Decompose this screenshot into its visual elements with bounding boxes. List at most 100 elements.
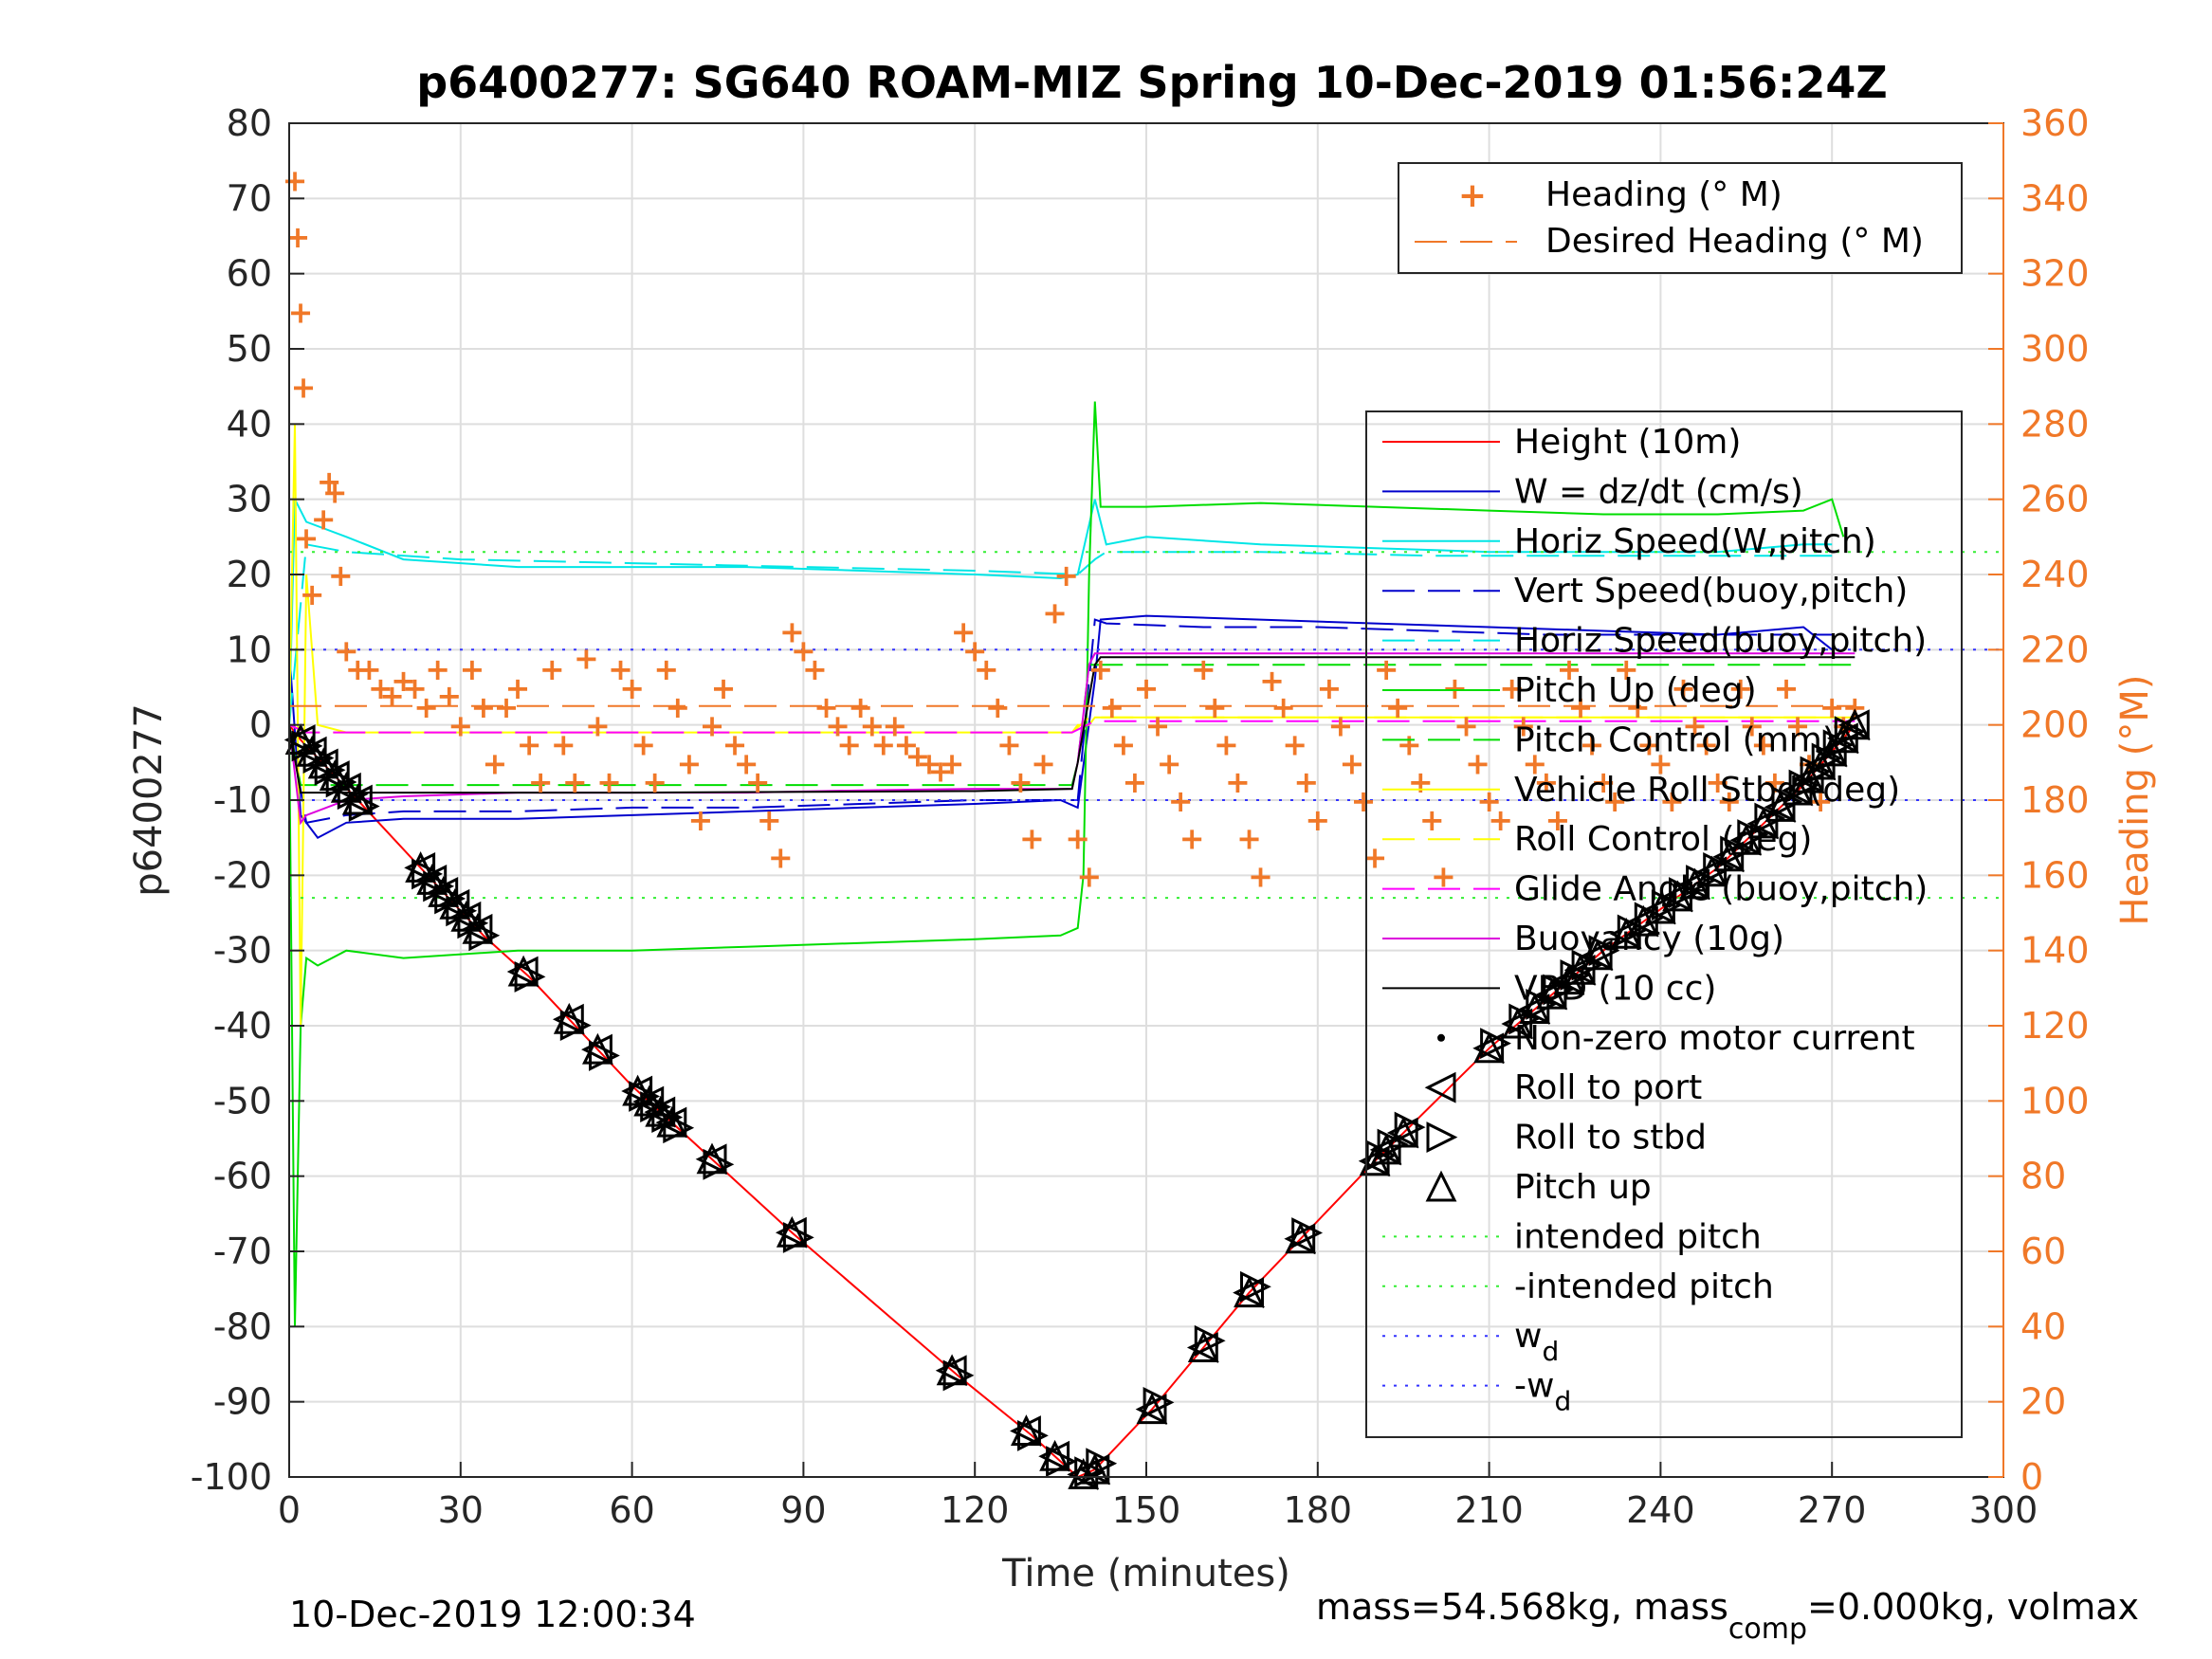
roll-to-port-marker: [1746, 808, 1779, 840]
roll-to-port-marker: [1581, 939, 1613, 972]
heading-point: +: [1008, 764, 1033, 800]
heading-point: +: [791, 632, 816, 668]
heading-point: +: [859, 708, 885, 744]
heading-point: +: [1419, 802, 1445, 838]
heading-point: +: [1671, 670, 1696, 706]
y-tick-label-right: 160: [2020, 854, 2090, 896]
heading-point: +: [1076, 858, 1102, 894]
heading-point: +: [745, 764, 771, 800]
legend-heading-label: Heading (° M): [1545, 175, 1782, 214]
roll-to-port-marker: [1837, 709, 1870, 741]
heading-point: +: [711, 670, 737, 706]
markers: [283, 708, 1871, 1490]
heading-point: +: [996, 727, 1022, 763]
roll-to-stbd-marker: [559, 1010, 592, 1042]
heading-point: +: [1545, 802, 1571, 838]
heading-point: +: [1042, 595, 1068, 631]
legend-marker-up-icon: [1425, 1170, 1457, 1202]
heading-point: +: [1385, 689, 1411, 725]
roll-to-port-marker: [1358, 1145, 1390, 1177]
roll-to-stbd-marker: [1634, 902, 1666, 934]
legend-entry-label: Pitch Control (mm): [1514, 720, 1836, 759]
y-ticks-right: 3603403203002802602402202001801601401201…: [1988, 102, 2090, 1498]
series-line-3: [288, 618, 1833, 824]
heading-point: +: [1533, 764, 1559, 800]
heading-point: +: [962, 632, 988, 668]
footer-mass: mass=54.568kg, masscomp=0.000kg, volmax: [1316, 1586, 2139, 1646]
roll-to-stbd-marker: [434, 883, 466, 915]
heading-point: +: [1774, 670, 1800, 706]
heading-point: +: [1580, 727, 1605, 763]
x-tick-label: 270: [1798, 1489, 1867, 1531]
heading-point: +: [1625, 689, 1651, 725]
roll-to-stbd-marker: [457, 907, 489, 939]
roll-to-stbd-marker: [1617, 914, 1649, 946]
roll-to-stbd-marker: [1571, 949, 1603, 981]
legend-entry-label: Horiz Speed(W,pitch): [1514, 522, 1876, 561]
roll-to-stbd-marker: [1377, 1128, 1409, 1160]
roll-to-stbd-marker: [1703, 851, 1735, 884]
roll-to-port-marker: [1186, 1332, 1218, 1363]
legend-heading: + Heading (° M) Desired Heading (° M): [1398, 162, 1963, 274]
heading-point: +: [928, 753, 954, 789]
heading-point: +: [1602, 783, 1628, 819]
roll-to-stbd-marker: [1822, 729, 1855, 761]
heading-point: +: [528, 764, 554, 800]
roll-to-stbd-marker: [1394, 1111, 1426, 1143]
footer-timestamp: 10-Dec-2019 12:00:34: [289, 1594, 696, 1635]
heading-point: +: [334, 632, 359, 668]
x-ticks: 0 30 60 90 120 150 180 210 240 270 300: [278, 1462, 2038, 1531]
heading-point: +: [1110, 727, 1136, 763]
heading-point: +: [311, 501, 337, 538]
series-line-5: [288, 401, 1845, 1327]
roll-to-stbd-marker: [1588, 935, 1620, 967]
heading-point: +: [1225, 764, 1251, 800]
y-tick-label-left: -80: [213, 1305, 272, 1347]
heading-point: +: [413, 689, 439, 725]
roll-to-stbd-marker: [1291, 1217, 1324, 1249]
roll-to-stbd-marker: [411, 858, 443, 890]
heading-point: +: [1568, 689, 1594, 725]
heading-point: +: [1168, 783, 1194, 819]
heading-point: +: [1259, 663, 1285, 699]
roll-to-port-marker: [1233, 1277, 1264, 1309]
roll-to-stbd-marker: [314, 754, 346, 786]
roll-to-stbd-marker: [302, 742, 335, 775]
heading-point: +: [1031, 745, 1056, 781]
heading-point: +: [974, 651, 999, 687]
heading-point: +: [483, 745, 508, 781]
y-tick-label-right: 360: [2020, 102, 2090, 144]
legend-entry-label: W = dz/dt (cm/s): [1514, 472, 1803, 511]
heading-point: +: [768, 840, 794, 876]
roll-to-port-marker: [1369, 1134, 1401, 1166]
legend-marker-right-icon: [1426, 1121, 1458, 1154]
heading-point: +: [688, 802, 714, 838]
y-tick-label-left: 20: [227, 554, 272, 595]
chart-title: p6400277: SG640 ROAM-MIZ Spring 10-Dec-2…: [416, 57, 1888, 108]
heading-point: +: [1408, 764, 1434, 800]
heading-point: +: [471, 689, 497, 725]
footer-mass-tail: =0.000kg, volmax: [1807, 1586, 2139, 1628]
y-tick-label-right: 320: [2020, 253, 2090, 295]
heading-point: +: [1065, 821, 1090, 857]
heading-point: +: [642, 764, 667, 800]
roll-to-port-marker: [695, 1143, 727, 1176]
y-tick-label-left: -10: [213, 779, 272, 821]
y-tick-label-left: -60: [213, 1156, 272, 1197]
y-tick-label-right: 180: [2020, 779, 2090, 821]
heading-point: +: [1179, 821, 1205, 857]
roll-to-stbd-marker: [640, 1091, 672, 1123]
legend-entry-label: Vehicle Roll Stbd (deg): [1514, 771, 1900, 810]
roll-to-stbd-marker: [1086, 1448, 1118, 1480]
y-tick-label-right: 100: [2020, 1080, 2090, 1121]
roll-to-port-marker: [1135, 1394, 1167, 1426]
heading-point: +: [328, 557, 354, 593]
x-tick-label: 150: [1112, 1489, 1181, 1531]
heading-point: +: [1728, 670, 1753, 706]
heading-point: +: [288, 294, 314, 330]
x-tick-label: 60: [609, 1489, 654, 1531]
heading-point: +: [676, 745, 702, 781]
roll-to-stbd-marker: [1480, 1028, 1511, 1060]
roll-to-stbd-marker: [1651, 889, 1683, 921]
y-axis-label-right: Heading (°M): [2113, 675, 2157, 926]
